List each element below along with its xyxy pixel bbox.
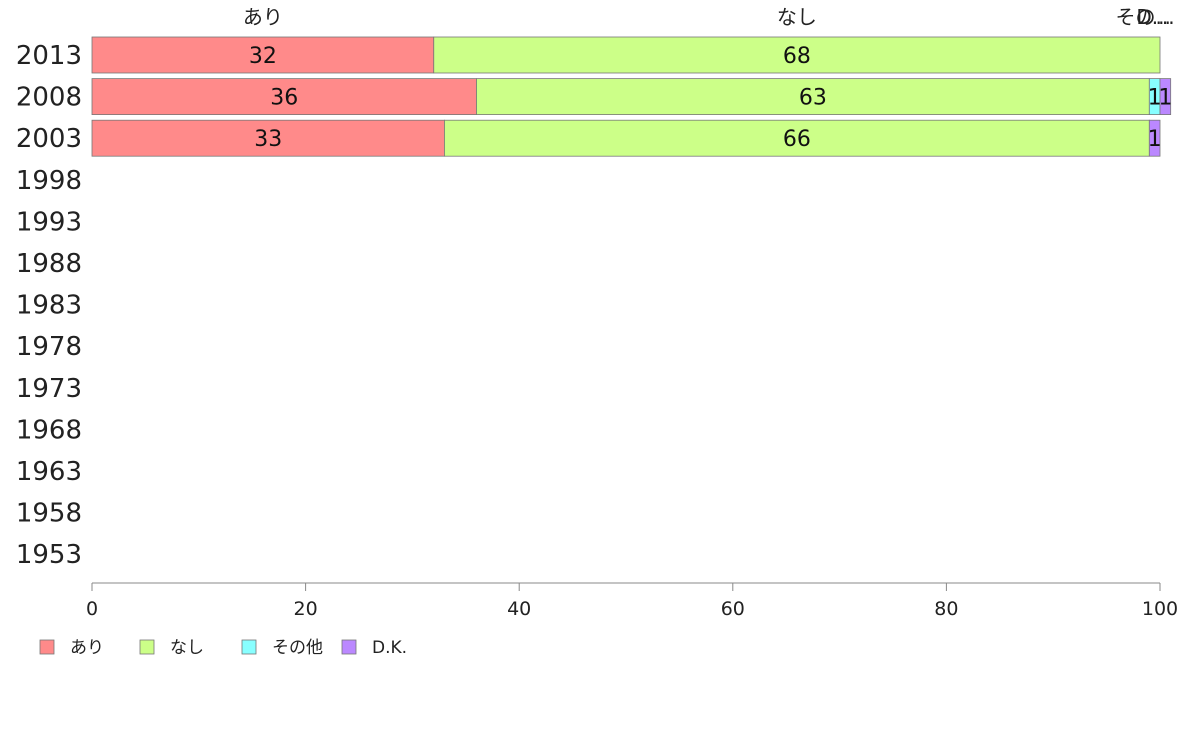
x-tick-label-80: 80 xyxy=(934,598,958,620)
value-label-2008-1: 63 xyxy=(799,86,827,111)
legend-label-1: なし xyxy=(170,638,204,658)
value-label-2003-3: 1 xyxy=(1148,127,1162,152)
value-label-2003-1: 66 xyxy=(783,127,811,152)
bar-2008-3 xyxy=(1159,78,1172,115)
bar-2008-0 xyxy=(91,78,477,115)
year-label-1983: 1983 xyxy=(16,291,82,321)
year-label-1988: 1988 xyxy=(16,249,82,279)
x-tick-label-60: 60 xyxy=(721,598,745,620)
legend-swatch-1 xyxy=(139,639,155,655)
year-label-1963: 1963 xyxy=(16,457,82,487)
year-label-1958: 1958 xyxy=(16,499,82,529)
x-tick-label-0: 0 xyxy=(86,598,98,620)
header-label-0: あり xyxy=(243,5,283,29)
x-tick-label-20: 20 xyxy=(294,598,318,620)
header-label-3: D... xyxy=(1136,5,1170,29)
value-label-2008-3: 1 xyxy=(1158,86,1172,111)
bar-2003-3 xyxy=(1148,119,1161,157)
bar-2003-1 xyxy=(444,119,1150,157)
year-label-1968: 1968 xyxy=(16,415,82,445)
legend-label-3: D.K. xyxy=(372,638,407,658)
year-label-2008: 2008 xyxy=(16,83,82,113)
x-tick-label-40: 40 xyxy=(507,598,531,620)
x-tick-label-100: 100 xyxy=(1142,598,1178,620)
year-label-2013: 2013 xyxy=(16,41,82,71)
bar-2013-0 xyxy=(91,36,435,74)
legend: あり なし その他 D.K. xyxy=(39,638,407,658)
year-label-1998: 1998 xyxy=(16,166,82,196)
year-label-2003: 2003 xyxy=(16,124,82,154)
year-label-1953: 1953 xyxy=(16,540,82,570)
header-label-1: なし xyxy=(777,5,817,29)
legend-label-2: その他 xyxy=(272,638,323,658)
bar-2008-1 xyxy=(476,78,1150,115)
value-label-2003-0: 33 xyxy=(254,127,282,152)
year-label-1973: 1973 xyxy=(16,374,82,404)
legend-swatch-2 xyxy=(241,639,257,655)
header-label-2: その... xyxy=(1116,5,1175,29)
x-axis: 0 20 40 60 80 100 xyxy=(86,582,1178,620)
value-label-2013-0: 32 xyxy=(249,44,277,69)
legend-swatch-0 xyxy=(39,639,55,655)
bar-2013-1 xyxy=(433,36,1161,74)
value-label-2008-2: 1 xyxy=(1148,86,1162,111)
y-axis-labels: 2013 2008 2003 1998 1993 1988 1983 1978 1973 1968… xyxy=(16,41,82,570)
value-label-2013-1: 68 xyxy=(783,44,811,69)
legend-label-0: あり xyxy=(70,638,104,658)
year-label-1993: 1993 xyxy=(16,207,82,237)
category-header-labels: あり なし その...D... xyxy=(243,5,1175,29)
value-label-2008-0: 36 xyxy=(270,86,298,111)
legend-swatch-3 xyxy=(341,639,357,655)
year-label-1978: 1978 xyxy=(16,332,82,362)
